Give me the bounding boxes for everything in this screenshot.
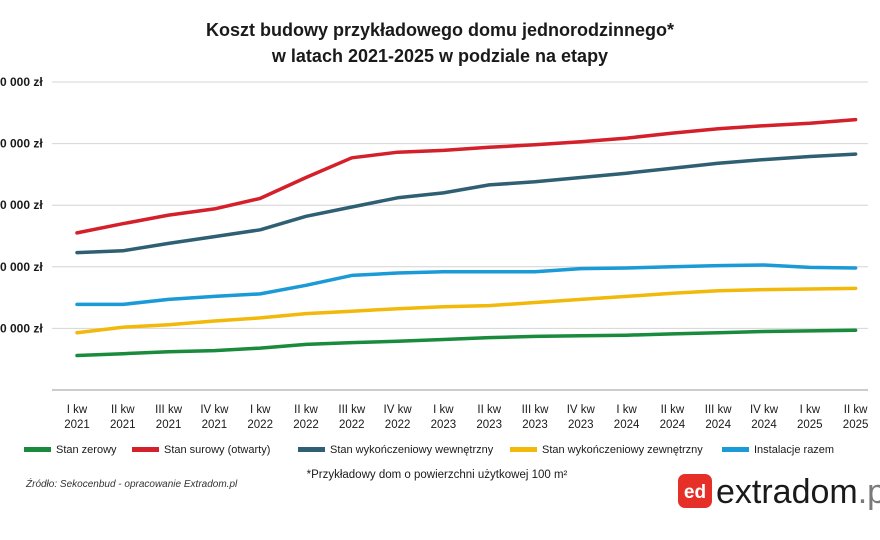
chart-title-line-1: Koszt budowy przykładowego domu jednorod… [206, 20, 674, 40]
x-tick-label-year: 2021 [110, 419, 136, 431]
x-tick-label-year: 2022 [385, 419, 411, 431]
y-tick-label: 0 000 zł [0, 198, 43, 212]
legend-swatch [298, 447, 325, 452]
x-tick-label-year: 2023 [568, 419, 594, 431]
x-tick-label: I kw [800, 404, 821, 416]
legend-swatch [24, 447, 51, 452]
brand-name-main: extradom [716, 473, 858, 511]
x-tick-label: I kw [433, 404, 454, 416]
x-tick-label: I kw [67, 404, 88, 416]
x-tick-label: II kw [844, 404, 868, 416]
x-tick-label-year: 2024 [705, 419, 731, 431]
footnote: *Przykładowy dom o powierzchni użytkowej… [307, 469, 568, 481]
y-tick-label: 0 000 zł [0, 75, 43, 89]
series-line-instalacje-razem [75, 263, 858, 307]
x-tick-label: II kw [111, 404, 135, 416]
brand-name: extradom.pl [716, 473, 880, 511]
legend-swatch [132, 447, 159, 452]
x-tick-label-year: 2022 [293, 419, 319, 431]
legend-label: Instalacje razem [754, 444, 834, 456]
x-tick-label: I kw [616, 404, 637, 416]
x-tick-label: IV kw [384, 404, 413, 416]
legend-label: Stan zerowy [56, 444, 117, 456]
series-lines [75, 117, 858, 358]
x-tick-label-year: 2025 [843, 419, 869, 431]
x-tick-label: III kw [522, 404, 550, 416]
x-tick-label-year: 2024 [660, 419, 686, 431]
x-tick-label-year: 2021 [156, 419, 182, 431]
legend-label: Stan wykończeniowy zewnętrzny [542, 444, 703, 456]
series-line-stan-surowy-otwarty- [75, 117, 858, 235]
x-tick-label: IV kw [567, 404, 596, 416]
legend: Stan zerowy Stan surowy (otwarty) Stan wyk… [24, 444, 834, 456]
legend-swatch [510, 447, 537, 452]
legend-label: Stan surowy (otwarty) [164, 444, 270, 456]
source-note: Źródło: Sekocenbud - opracowanie Extrado… [25, 477, 238, 490]
y-tick-label: 0 000 zł [0, 260, 43, 274]
x-tick-label-year: 2022 [339, 419, 365, 431]
x-tick-label: IV kw [200, 404, 229, 416]
x-tick-label: III kw [705, 404, 733, 416]
logo-letters: ed [684, 482, 706, 503]
x-tick-label-year: 2025 [797, 419, 823, 431]
series-line-stan-wykończeniowy-zewnętrzny [75, 286, 858, 335]
x-tick-label-year: 2023 [522, 419, 548, 431]
x-tick-label: III kw [338, 404, 366, 416]
series-line-stan-wykończeniowy-wewnętrzny [75, 152, 858, 255]
x-tick-label-year: 2023 [476, 419, 502, 431]
x-tick-label: II kw [294, 404, 318, 416]
y-tick-label: 0 000 zł [0, 321, 43, 335]
legend-label: Stan wykończeniowy wewnętrzny [330, 444, 494, 456]
x-tick-label-year: 2024 [614, 419, 640, 431]
brand-name-suffix: .pl [858, 473, 880, 511]
x-tick-label: I kw [250, 404, 271, 416]
x-tick-label: IV kw [750, 404, 779, 416]
gridlines [52, 81, 868, 391]
x-tick-label: II kw [477, 404, 501, 416]
x-tick-label-year: 2024 [751, 419, 777, 431]
x-tick-label-year: 2023 [431, 419, 457, 431]
x-tick-label: III kw [155, 404, 183, 416]
x-tick-label: II kw [661, 404, 685, 416]
legend-swatch [722, 447, 749, 452]
series-line-stan-zerowy [75, 328, 858, 358]
x-tick-label-year: 2022 [247, 419, 273, 431]
y-axis-ticks: 0 000 zł 0 000 zł 0 000 zł 0 000 zł 0 000 zł [0, 75, 43, 335]
extradom-logo: ed extradom.pl [678, 473, 880, 511]
x-axis-ticks: I kw 2021 II kw 2021 III kw 2021 IV kw 2021 I kw… [64, 404, 868, 431]
logo-badge [678, 474, 712, 508]
x-tick-label-year: 2021 [64, 419, 90, 431]
y-tick-label: 0 000 zł [0, 137, 43, 151]
x-tick-label-year: 2021 [202, 419, 228, 431]
chart-title-line-2: w latach 2021-2025 w podziale na etapy [271, 46, 608, 66]
